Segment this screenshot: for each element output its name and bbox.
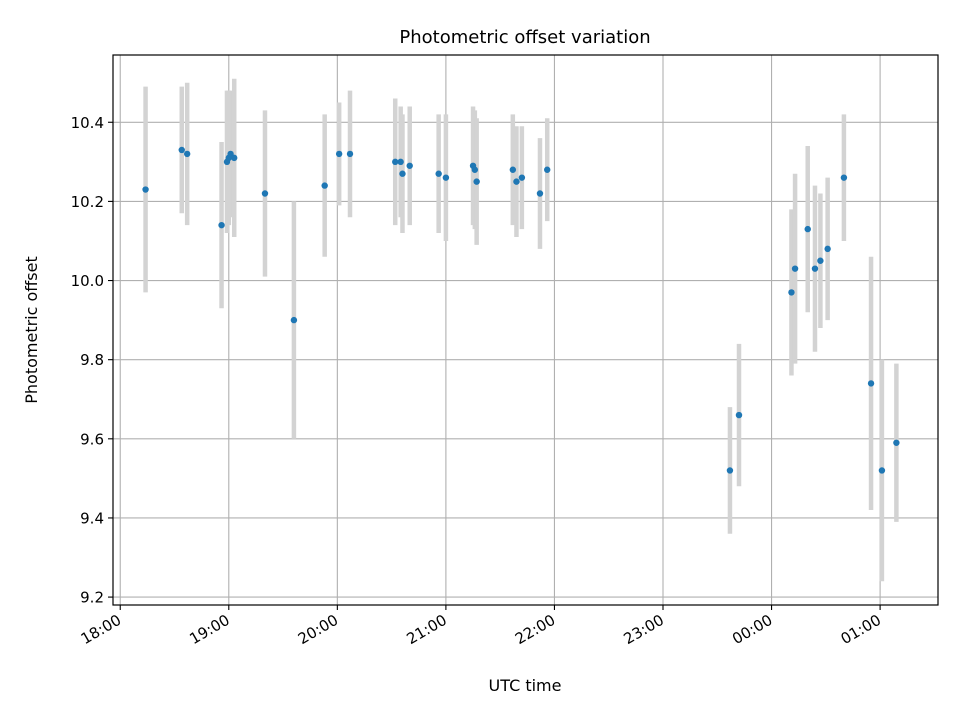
data-point (442, 174, 450, 181)
data-point (824, 245, 831, 253)
data-point (231, 154, 238, 162)
data-point (840, 174, 848, 181)
y-axis-label: Photometric offset (22, 256, 41, 404)
data-point (735, 411, 743, 419)
data-point (788, 289, 795, 296)
data-point (878, 467, 886, 474)
data-point (183, 150, 191, 158)
y-tick-label: 10.0 (71, 272, 104, 290)
data-point (142, 186, 149, 193)
data-points (142, 146, 900, 474)
y-tick-label: 9.8 (80, 351, 104, 369)
data-point (509, 166, 517, 173)
chart-title: Photometric offset variation (399, 27, 650, 48)
data-point (335, 150, 343, 158)
data-point (397, 158, 404, 166)
data-point (218, 221, 225, 229)
data-point (817, 257, 824, 264)
data-point (392, 158, 399, 166)
data-point (893, 439, 900, 446)
x-axis-label: UTC time (489, 676, 562, 695)
data-point (536, 190, 544, 197)
data-point (726, 467, 734, 474)
data-point (867, 380, 875, 387)
data-point (804, 225, 811, 233)
y-tick-label: 10.2 (71, 193, 104, 211)
data-point (791, 265, 799, 272)
y-tick-label: 9.6 (80, 430, 104, 448)
data-point (399, 170, 406, 177)
data-point (473, 178, 480, 185)
data-point (406, 162, 413, 169)
data-point (290, 316, 298, 324)
y-tick-label: 10.4 (71, 114, 104, 132)
data-point (178, 146, 185, 154)
y-tick-label: 9.4 (80, 509, 104, 527)
data-point (544, 166, 551, 173)
plot-frame (112, 54, 939, 606)
data-point (518, 174, 526, 181)
data-point (513, 178, 520, 185)
data-point (811, 265, 819, 272)
data-point (471, 166, 479, 173)
data-point (261, 190, 269, 197)
data-point (346, 150, 354, 158)
data-point (321, 182, 328, 189)
y-tick-label: 9.2 (80, 589, 104, 607)
data-point (435, 170, 442, 177)
y-axis-ticks: 9.2 9.4 9.6 9.8 10.0 10.2 10.4 (71, 114, 113, 607)
